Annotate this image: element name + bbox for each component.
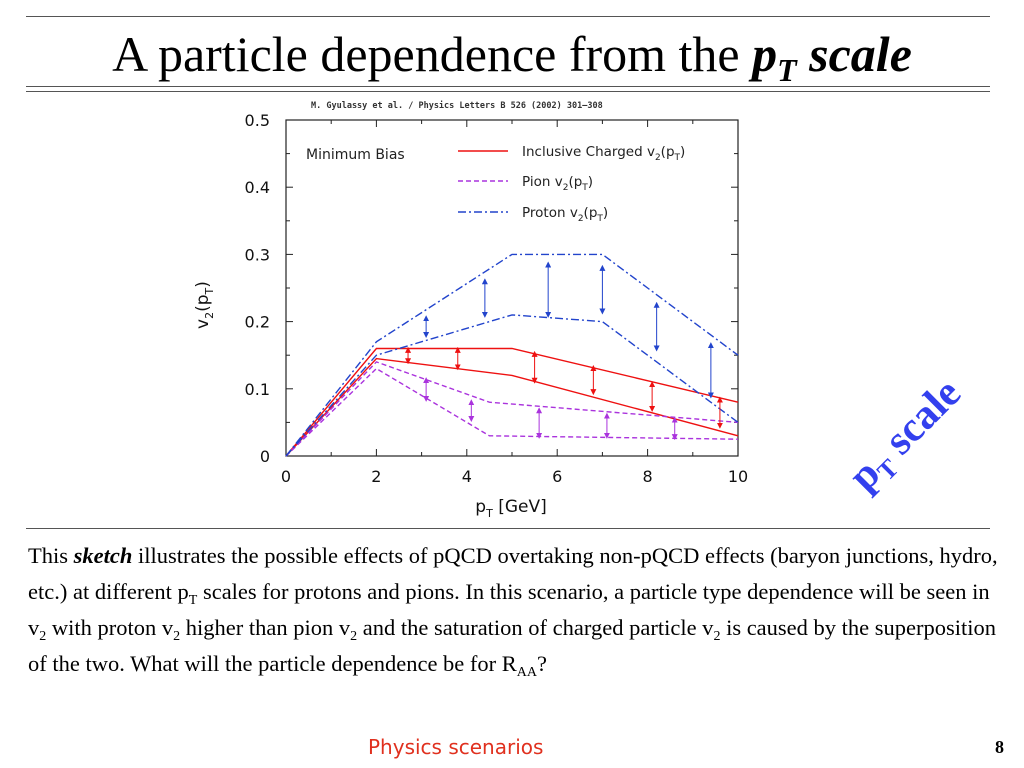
plot-area: 0 2 4 6 8 10 0 0.1 0.2 0.3 0.4 0.5 xyxy=(245,111,749,486)
x-tick-label: 2 xyxy=(371,467,381,486)
series-line-proton-upper xyxy=(285,253,739,457)
y-tick-label: 0.4 xyxy=(245,178,270,197)
title-rule-upper xyxy=(26,86,990,87)
description-paragraph: This sketch illustrates the possible eff… xyxy=(28,543,998,680)
y-tick-label: 0.5 xyxy=(245,111,270,130)
title-rule-lower xyxy=(26,91,990,92)
legend-label-inclusive: Inclusive Charged v2(pT) xyxy=(522,144,685,163)
y-tick-label: 0.3 xyxy=(245,245,270,264)
page-number: 8 xyxy=(995,737,1004,757)
series-line-inclusive-charged-upper xyxy=(285,347,739,457)
y-tick-label: 0 xyxy=(260,447,270,466)
series-line-pion-lower xyxy=(285,367,739,457)
y-axis-label: v2(pT) xyxy=(193,281,216,329)
pt-scale-label: pT scale xyxy=(840,370,970,500)
series-line-pion-upper xyxy=(285,361,739,457)
page-title: A particle dependence from the pT scale xyxy=(112,26,912,88)
plot-frame xyxy=(285,119,739,457)
y-tick-label: 0.1 xyxy=(245,380,270,399)
x-tick-label: 4 xyxy=(462,467,472,486)
x-tick-label: 10 xyxy=(728,467,748,486)
legend: Inclusive Charged v2(pT) Pion v2(pT) Pro… xyxy=(458,144,685,224)
footer-section-title: Physics scenarios xyxy=(368,735,544,759)
y-tick-label: 0.2 xyxy=(245,313,270,332)
x-tick-label: 8 xyxy=(643,467,653,486)
annotation-minimum-bias: Minimum Bias xyxy=(306,147,405,163)
mid-rule xyxy=(26,528,990,529)
v2-chart: M. Gyulassy et al. / Physics Letters B 5… xyxy=(193,100,749,520)
x-tick-label: 6 xyxy=(552,467,562,486)
x-tick-label: 0 xyxy=(281,467,291,486)
top-rule xyxy=(26,16,990,17)
x-axis-label: pT [GeV] xyxy=(475,497,546,520)
chart-citation: M. Gyulassy et al. / Physics Letters B 5… xyxy=(311,100,603,111)
series-line-proton-lower xyxy=(285,314,739,457)
series-line-inclusive-charged-lower xyxy=(285,357,739,457)
legend-label-proton: Proton v2(pT) xyxy=(522,205,608,224)
legend-label-pion: Pion v2(pT) xyxy=(522,174,593,193)
